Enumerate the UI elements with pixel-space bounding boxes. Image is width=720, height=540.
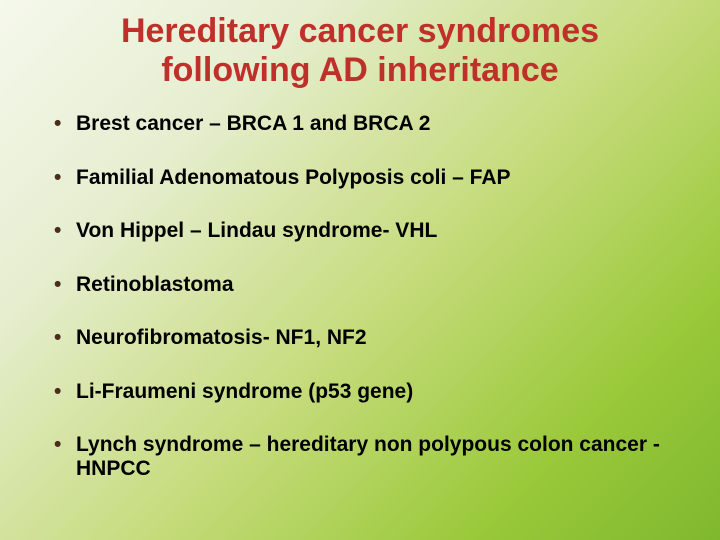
list-item: Von Hippel – Lindau syndrome- VHL [54, 219, 680, 243]
list-item: Lynch syndrome – hereditary non polypous… [54, 433, 680, 480]
list-item: Familial Adenomatous Polyposis coli – FA… [54, 166, 680, 190]
bullet-list: Brest cancer – BRCA 1 and BRCA 2 Familia… [40, 112, 680, 480]
title-line-2: following AD inheritance [161, 51, 558, 89]
list-item: Li-Fraumeni syndrome (p53 gene) [54, 380, 680, 404]
list-item: Retinoblastoma [54, 273, 680, 297]
slide: Hereditary cancer syndromes following AD… [0, 0, 720, 540]
list-item: Brest cancer – BRCA 1 and BRCA 2 [54, 112, 680, 136]
list-item: Neurofibromatosis- NF1, NF2 [54, 326, 680, 350]
title-line-1: Hereditary cancer syndromes [121, 12, 599, 50]
slide-title: Hereditary cancer syndromes following AD… [40, 12, 680, 90]
